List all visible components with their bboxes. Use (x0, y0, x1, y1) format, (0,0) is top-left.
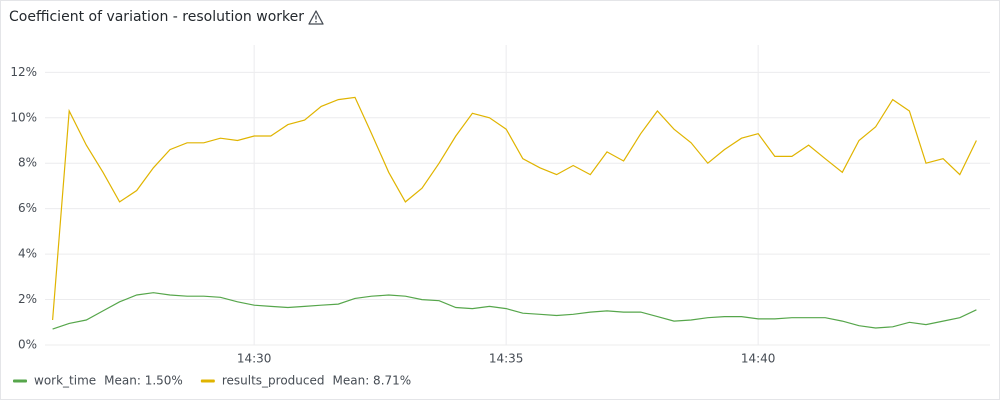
legend-label: work_time (34, 374, 96, 388)
legend-label: results_produced (222, 374, 325, 388)
legend-swatch (200, 379, 215, 383)
y-tick-label: 6% (18, 201, 37, 215)
legend-mean: Mean: 1.50% (104, 374, 183, 388)
y-tick-label: 8% (18, 156, 37, 170)
y-tick-label: 12% (10, 65, 37, 79)
y-tick-label: 2% (18, 292, 37, 306)
x-tick-label: 14:35 (489, 352, 524, 366)
x-tick-label: 14:40 (741, 352, 776, 366)
warning-icon[interactable] (308, 10, 324, 25)
x-tick-label: 14:30 (237, 352, 272, 366)
y-tick-label: 0% (18, 338, 37, 352)
y-tick-label: 10% (10, 110, 37, 124)
line-series (52, 292, 977, 330)
line-series (52, 96, 977, 321)
legend-swatch (13, 379, 27, 383)
chart-title: Coefficient of variation - resolution wo… (9, 9, 304, 25)
legend-mean: Mean: 8.71% (333, 374, 412, 388)
y-tick-label: 4% (18, 247, 37, 261)
